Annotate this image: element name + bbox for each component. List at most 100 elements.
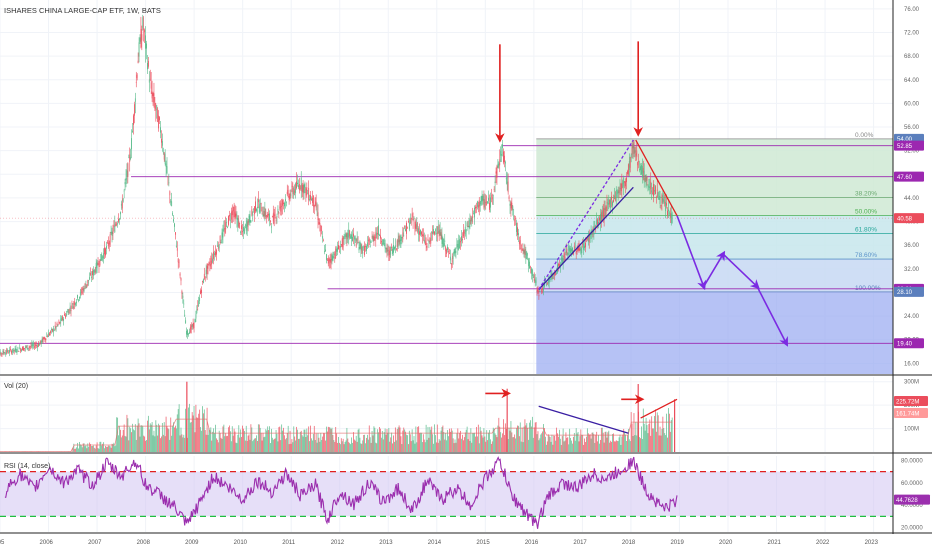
candle-body	[621, 183, 622, 189]
candle-body	[407, 228, 408, 229]
candle-body	[289, 196, 290, 200]
candle-body	[650, 182, 651, 190]
candle-body	[424, 240, 425, 242]
volume-bar	[611, 442, 612, 452]
volume-bar	[565, 441, 566, 452]
candle-body	[335, 249, 336, 258]
volume-bar	[119, 426, 120, 452]
volume-bar	[85, 446, 86, 452]
candle-body	[317, 211, 318, 212]
volume-bar	[509, 428, 510, 452]
candle-body	[380, 236, 381, 239]
candle-body	[140, 37, 141, 41]
volume-bar	[563, 429, 564, 452]
candle-body	[372, 236, 373, 237]
candle-body	[483, 196, 484, 201]
candle-body	[139, 42, 140, 56]
candle-body	[412, 214, 413, 217]
volume-bar	[540, 435, 541, 452]
time-axis-tick: 2012	[331, 540, 345, 546]
candle-body	[182, 296, 183, 299]
candle-body	[475, 207, 476, 209]
volume-bar	[289, 444, 290, 452]
volume-bar	[642, 439, 643, 452]
candle-body	[411, 218, 412, 223]
volume-bar	[525, 425, 526, 452]
candle-body	[301, 178, 302, 189]
volume-bar	[281, 424, 282, 452]
volume-bar	[621, 437, 622, 452]
volume-bar	[665, 435, 666, 452]
time-axis-tick: 2022	[816, 540, 830, 546]
volume-bar	[104, 448, 105, 452]
candle-body	[668, 210, 669, 212]
volume-bar	[356, 436, 357, 452]
candle-body	[213, 252, 214, 259]
candle-body	[167, 166, 168, 173]
candle-body	[263, 214, 264, 216]
candle-body	[250, 220, 251, 222]
candle-body	[305, 183, 306, 187]
volume-bar	[98, 448, 99, 452]
volume-bar	[620, 435, 621, 452]
volume-bar	[531, 426, 532, 452]
volume-bar	[152, 422, 153, 452]
candle-body	[667, 211, 668, 215]
candle-body	[176, 246, 177, 247]
volume-bar	[127, 418, 128, 452]
candle-body	[662, 199, 663, 202]
candle-body	[36, 345, 37, 346]
volume-bar	[265, 429, 266, 452]
volume-bar	[253, 440, 254, 452]
candle-body	[663, 200, 664, 201]
candle-body	[665, 202, 666, 211]
candle-body	[240, 232, 241, 233]
volume-bar	[181, 428, 182, 452]
volume-bar	[319, 438, 320, 452]
candle-body	[119, 219, 120, 220]
candle-body	[28, 348, 29, 349]
candle-body	[16, 348, 17, 352]
candle-body	[321, 230, 322, 231]
candle-body	[58, 322, 59, 323]
candle-body	[535, 279, 536, 281]
volume-bar	[503, 419, 504, 452]
volume-bar	[630, 441, 631, 452]
candle-body	[159, 117, 160, 120]
volume-bar	[273, 440, 274, 452]
candle-body	[278, 209, 279, 213]
candle-body	[145, 35, 146, 48]
candle-body	[525, 252, 526, 260]
price-tag-label: 28.10	[897, 290, 913, 296]
candle-body	[456, 251, 457, 252]
candle-body	[418, 228, 419, 234]
candle-body	[218, 248, 219, 249]
volume-bar	[562, 436, 563, 452]
volume-bar	[532, 417, 533, 452]
volume-bar	[202, 406, 203, 452]
volume-bar	[210, 427, 211, 452]
volume-bar	[201, 431, 202, 452]
candle-body	[455, 248, 456, 253]
volume-bar	[373, 435, 374, 452]
volume-bar	[288, 426, 289, 452]
candle-body	[647, 177, 648, 181]
candle-body	[626, 178, 627, 182]
volume-bar	[364, 435, 365, 452]
candle-body	[580, 248, 581, 253]
volume-spike-bar	[186, 382, 187, 452]
candle-body	[436, 233, 437, 234]
volume-bar	[533, 438, 534, 452]
volume-bar	[250, 424, 251, 452]
candle-body	[46, 336, 47, 337]
volume-bar	[410, 434, 411, 452]
candle-body	[470, 218, 471, 221]
candle-body	[391, 247, 392, 248]
volume-bar	[215, 425, 216, 452]
price-axis-tick: 60.00	[904, 101, 920, 107]
volume-bar	[606, 432, 607, 452]
candle-body	[66, 314, 67, 316]
candle-body	[470, 220, 471, 227]
candle-body	[249, 216, 250, 223]
